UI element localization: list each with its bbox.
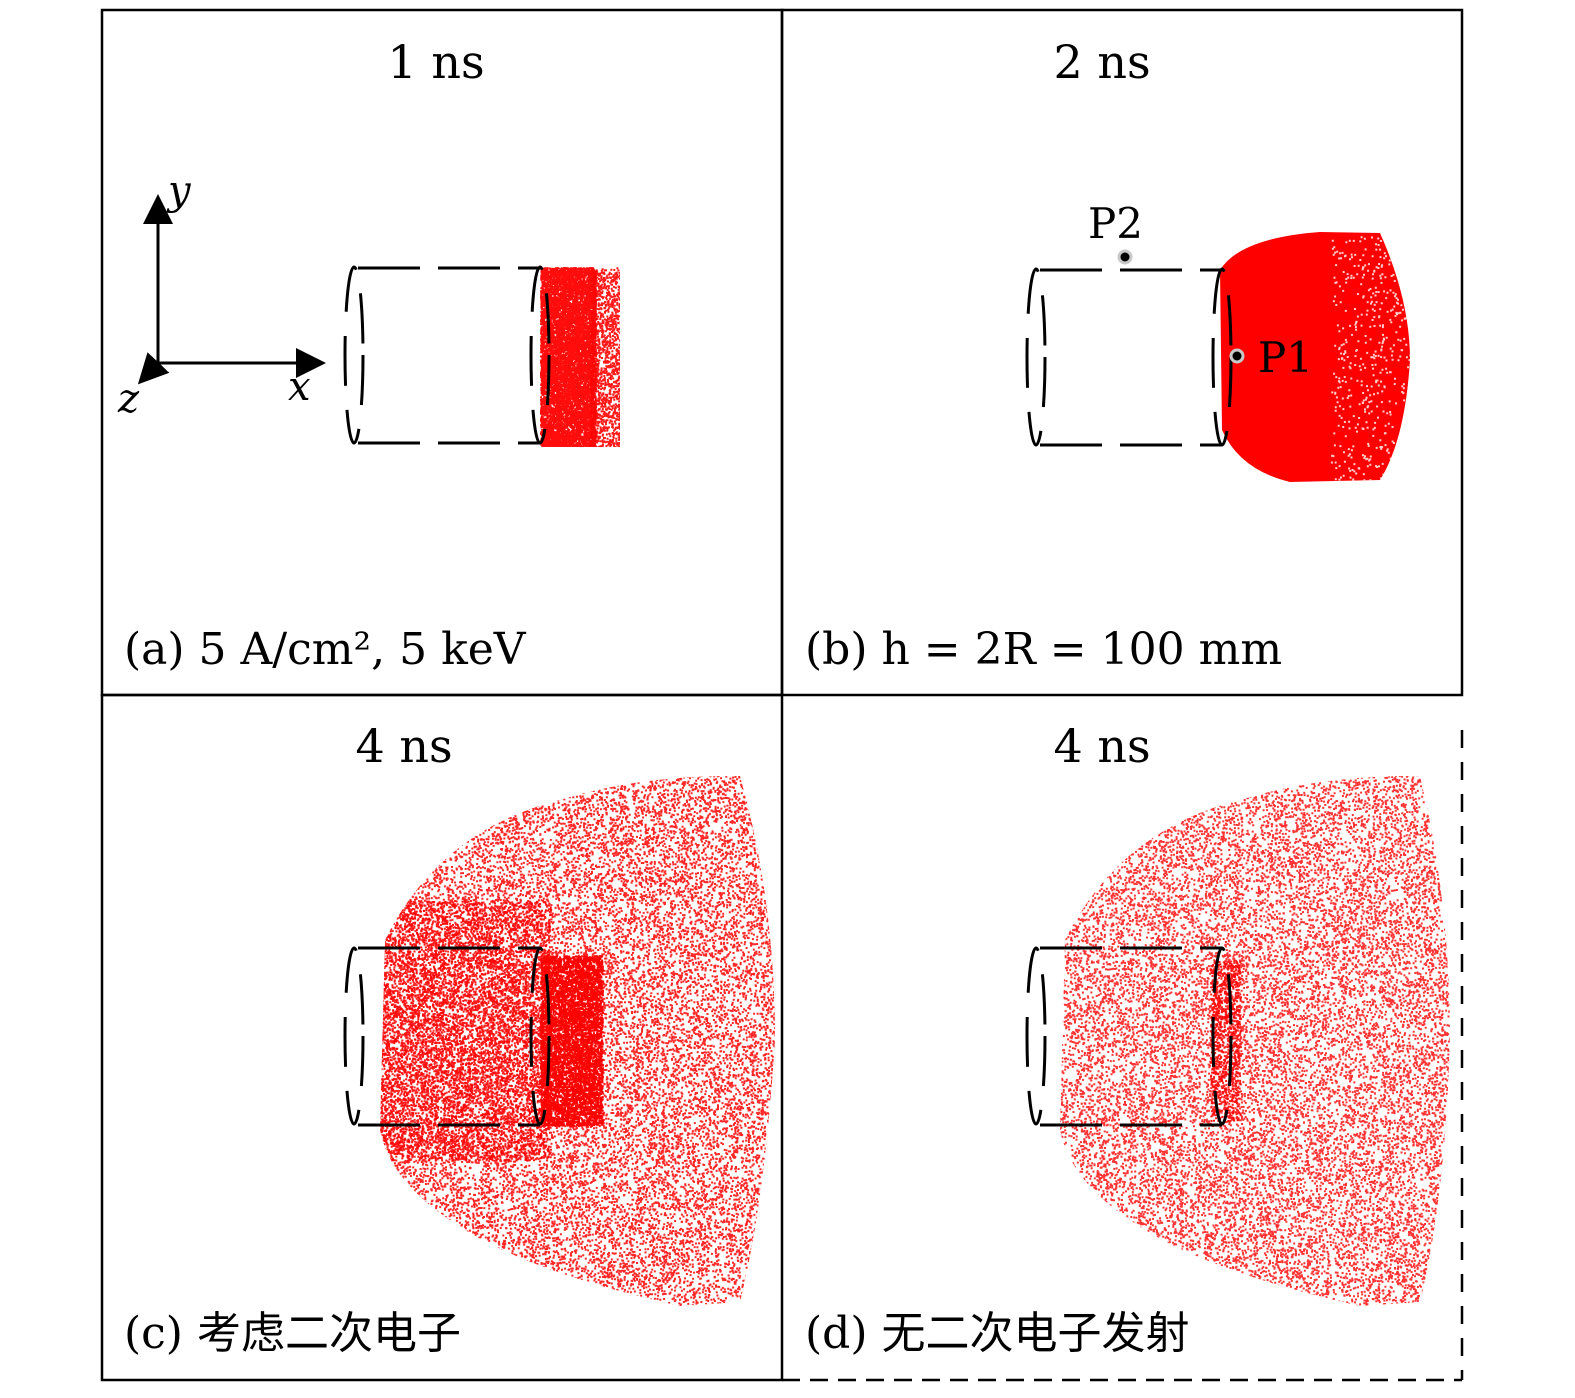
panel-b-caption: (b) h = 2R = 100 mm — [805, 624, 1282, 675]
panel-frame — [100, 8, 1464, 1382]
cylinder-b — [1025, 267, 1233, 447]
panel-c-caption: (c) 考虑二次电子 — [124, 1308, 461, 1359]
probe-label-p1: P1 — [1258, 333, 1313, 382]
panel-c-frame — [100, 693, 784, 1382]
panel-a-caption: (a) 5 A/cm², 5 keV — [124, 624, 527, 675]
x-axis-label: x — [288, 364, 311, 410]
panel-a-time: 1 ns — [387, 35, 484, 89]
panel-d-time: 4 ns — [1053, 719, 1150, 773]
panel-d-caption: (d) 无二次电子发射 — [805, 1308, 1189, 1359]
probe-point-p1 — [1229, 348, 1245, 364]
cylinder-d — [1025, 946, 1233, 1127]
y-axis-label: y — [166, 168, 192, 214]
panel-c-time: 4 ns — [355, 719, 452, 773]
particle-cloud-d — [1060, 775, 1450, 1306]
probe-label-p2: P2 — [1088, 199, 1143, 248]
particle-cloud-b — [1220, 232, 1410, 482]
probe-point-p2 — [1117, 249, 1133, 265]
z-axis-arrow — [137, 352, 170, 385]
panel-b-time: 2 ns — [1053, 35, 1150, 89]
particle-cloud-c — [380, 775, 775, 1306]
z-axis-label: z — [117, 376, 140, 422]
cylinder-a — [343, 265, 551, 445]
particle-cloud-a — [540, 267, 620, 447]
coordinate-axes — [137, 194, 326, 385]
panel-a-frame — [100, 8, 784, 697]
panel-b-frame — [780, 8, 1464, 697]
cylinder-c — [343, 946, 551, 1127]
